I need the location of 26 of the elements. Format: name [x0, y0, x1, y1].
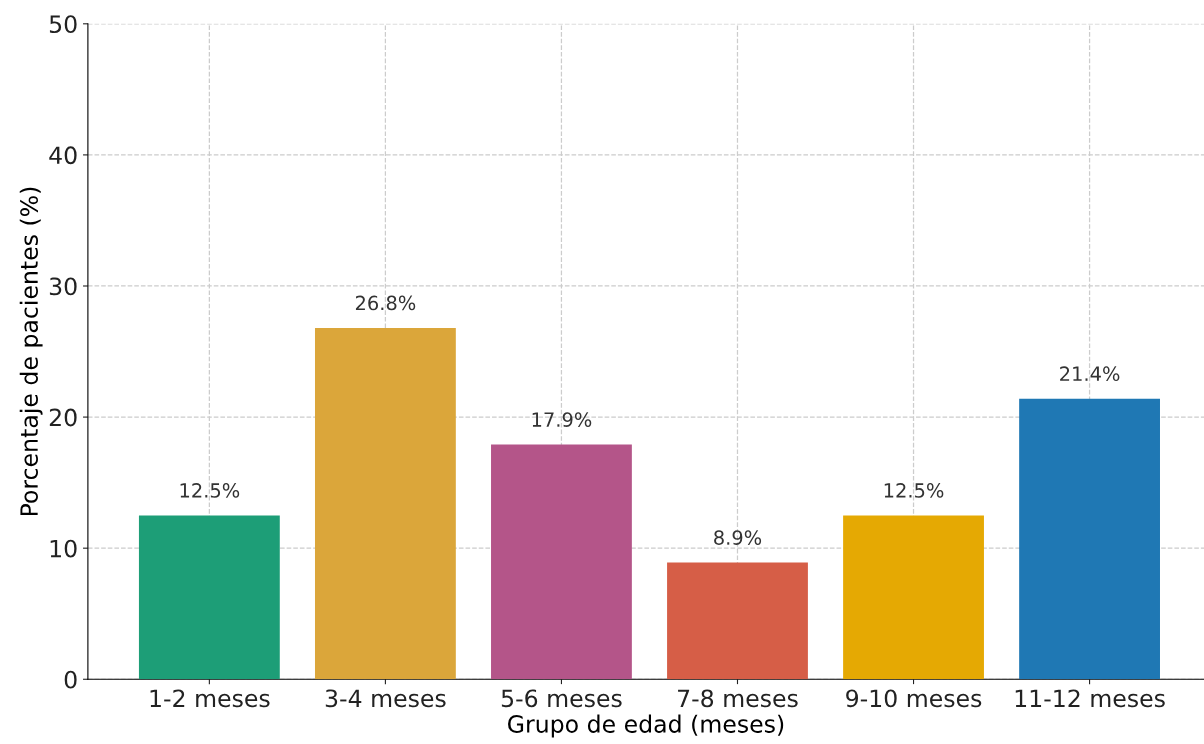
data-label: 26.8% — [355, 295, 416, 311]
y-tick-label: 50 — [49, 15, 77, 34]
data-label: 17.9% — [532, 412, 592, 427]
y-tick-label: 30 — [49, 277, 77, 296]
bar — [491, 444, 632, 680]
bar — [667, 562, 808, 680]
data-label: 21.4% — [1060, 366, 1120, 382]
x-tick-label: 1-2 meses — [150, 689, 270, 708]
y-tick-label: 20 — [49, 408, 77, 427]
bar — [314, 327, 456, 680]
bar — [843, 515, 984, 680]
x-tick-label: 11-12 meses — [1015, 689, 1165, 708]
x-tick-label: 5-6 meses — [501, 689, 622, 708]
data-label: 12.5% — [180, 483, 240, 498]
y-tick-label: 10 — [50, 539, 77, 558]
x-axis-title: Grupo de edad (meses) — [508, 714, 784, 738]
x-tick-label: 7-8 meses — [678, 689, 798, 708]
y-axis-title: Porcentaje de pacientes (%) — [19, 187, 43, 516]
bar — [1019, 398, 1160, 680]
y-tick-label: 0 — [64, 670, 77, 689]
data-label: 8.9% — [714, 530, 762, 545]
bar — [138, 515, 280, 680]
data-label: 12.5% — [884, 483, 944, 498]
y-tick-label: 40 — [49, 146, 77, 165]
x-tick-label: 3-4 meses — [325, 689, 446, 708]
x-tick-label: 9-10 meses — [846, 689, 982, 708]
